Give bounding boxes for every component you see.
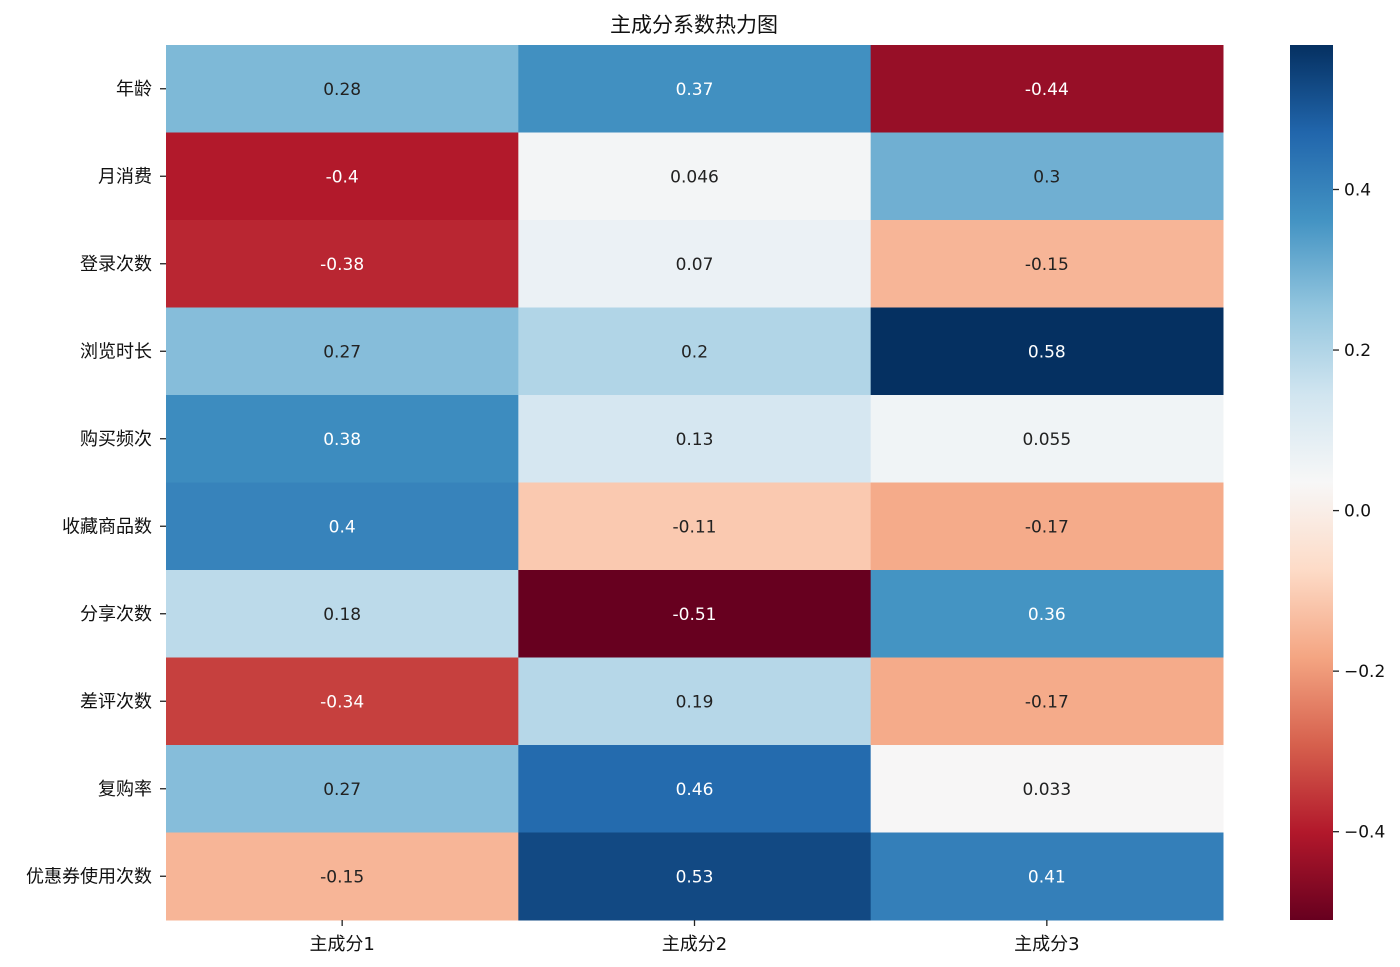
heatmap-cell (166, 745, 519, 833)
cell-value-label: 0.4 (329, 517, 356, 537)
heatmap-cell (518, 307, 872, 396)
cell-value-label: -0.34 (320, 692, 364, 712)
heatmap-cell (870, 657, 1224, 746)
heatmap-cell (166, 657, 519, 746)
cell-value-label: -0.15 (320, 867, 364, 887)
cell-value-label: -0.44 (1025, 80, 1069, 100)
cell-value-label: 0.27 (323, 780, 361, 800)
cell-value-label: 0.38 (323, 430, 361, 450)
heatmap-cell (518, 832, 872, 921)
cell-value-label: 0.41 (1028, 867, 1066, 887)
y-tick-label: 年龄 (116, 79, 152, 100)
heatmap-cell (870, 132, 1224, 221)
x-tick-label: 主成分1 (309, 934, 374, 955)
heatmap-cell (518, 657, 872, 746)
colorbar-tick-label: −0.4 (1344, 823, 1385, 843)
x-tick-label: 主成分3 (1014, 934, 1079, 955)
cell-value-label: 0.19 (676, 692, 714, 712)
cell-value-label: 0.033 (1022, 780, 1071, 800)
cell-value-label: 0.28 (323, 80, 361, 100)
cell-value-label: -0.15 (1025, 255, 1069, 275)
heatmap-cell (166, 395, 519, 483)
cell-value-label: 0.27 (323, 342, 361, 362)
cell-value-label: 0.58 (1028, 342, 1066, 362)
cell-value-label: 0.53 (676, 867, 714, 887)
x-axis-labels: 主成分1 主成分2 主成分3 (309, 920, 1080, 955)
cell-value-label: 0.46 (676, 780, 714, 800)
cell-value-label: -0.4 (326, 167, 359, 187)
y-tick-label: 月消费 (98, 166, 152, 187)
heatmap-cell (870, 220, 1224, 308)
heatmap-cell (518, 45, 872, 133)
colorbar-tick-label: −0.2 (1344, 662, 1385, 682)
y-tick-label: 收藏商品数 (62, 516, 152, 537)
colorbar (1290, 45, 1333, 920)
colorbar-tick-label: 0.2 (1344, 341, 1371, 361)
cell-value-label: 0.2 (681, 342, 708, 362)
heatmap-cell (870, 745, 1224, 833)
heatmap-cell (518, 745, 872, 833)
heatmap-cell (518, 132, 872, 221)
x-tick-label: 主成分2 (662, 934, 727, 955)
y-tick-label: 分享次数 (80, 604, 152, 625)
cell-value-label: 0.37 (676, 80, 714, 100)
y-tick-label: 登录次数 (80, 254, 152, 275)
cell-value-label: -0.11 (673, 517, 717, 537)
heatmap-cell (518, 482, 872, 571)
colorbar-ticks: −0.4 −0.2 0.0 0.2 0.4 (1333, 180, 1385, 843)
heatmap-cell (870, 570, 1224, 658)
y-tick-label: 优惠券使用次数 (26, 866, 152, 887)
heatmap-cell (166, 307, 519, 396)
heatmap-cell (518, 570, 872, 658)
cell-value-label: 0.3 (1033, 167, 1060, 187)
heatmap-cell (166, 132, 519, 221)
cell-value-label: 0.07 (676, 255, 714, 275)
heatmap-cell (870, 832, 1224, 921)
cell-value-label: -0.51 (673, 605, 717, 625)
colorbar-tick-label: 0.0 (1344, 502, 1371, 522)
cell-value-label: 0.055 (1022, 430, 1071, 450)
y-tick-label: 购买频次 (80, 429, 152, 450)
heatmap-cell (518, 395, 872, 483)
heatmap-cell (166, 832, 519, 921)
heatmap-cells: 0.28 0.37 -0.44 -0.4 0.046 0.3 -0.38 0.07 -0.15 0… (166, 45, 1224, 921)
y-tick-label: 复购率 (98, 779, 152, 800)
y-tick-label: 差评次数 (80, 691, 152, 712)
cell-value-label: -0.17 (1025, 692, 1069, 712)
heatmap-cell (166, 570, 519, 658)
heatmap-cell (870, 45, 1224, 133)
cell-value-label: -0.38 (320, 255, 364, 275)
heatmap-cell (166, 220, 519, 308)
heatmap-cell (870, 307, 1224, 396)
cell-value-label: 0.13 (676, 430, 714, 450)
heatmap-cell (870, 395, 1224, 483)
cell-value-label: 0.18 (323, 605, 361, 625)
heatmap-cell (166, 482, 519, 571)
cell-value-label: 0.36 (1028, 605, 1066, 625)
colorbar-tick-label: 0.4 (1344, 180, 1371, 200)
y-tick-label: 浏览时长 (80, 341, 152, 362)
heatmap-cell (518, 220, 872, 308)
heatmap-cell (870, 482, 1224, 571)
cell-value-label: 0.046 (670, 167, 719, 187)
chart-title: 主成分系数热力图 (610, 13, 778, 37)
heatmap-cell (166, 45, 519, 133)
cell-value-label: -0.17 (1025, 517, 1069, 537)
